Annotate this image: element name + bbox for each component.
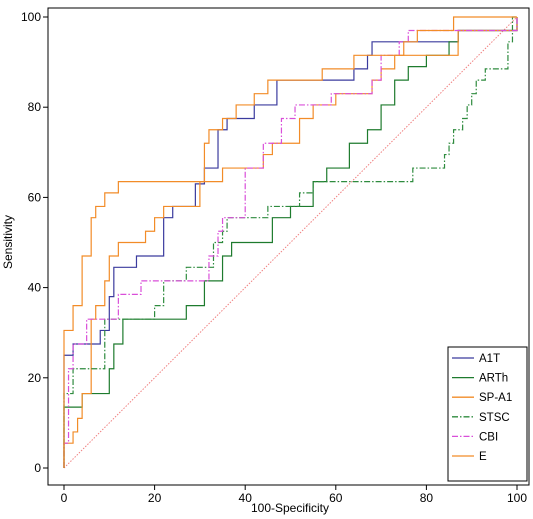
x-tick-label: 60 (329, 491, 343, 505)
y-axis-title: Sensitivity (1, 215, 15, 269)
series-line-e (63, 16, 517, 468)
series-line-stsc (63, 16, 517, 468)
x-axis-title: 100-Specificity (251, 501, 329, 515)
legend-box (447, 346, 528, 482)
y-tick-label: 40 (28, 281, 42, 295)
series-line-cbi (63, 17, 518, 468)
x-tick-label: 40 (239, 491, 253, 505)
series-line-arth (63, 17, 518, 468)
legend-label: STSC (479, 412, 510, 424)
x-tick-label: 80 (420, 491, 434, 505)
y-tick-label: 100 (21, 10, 41, 24)
plot-frame (47, 7, 530, 486)
y-tick-label: 60 (28, 190, 42, 204)
x-tick-label: 0 (61, 491, 68, 505)
legend-label: ARTh (479, 373, 508, 385)
legend-label: CBI (479, 431, 498, 443)
legend-label: SP-A1 (479, 392, 512, 404)
y-tick-label: 0 (34, 461, 41, 475)
legend-label: E (479, 451, 487, 463)
series-line-sp-a1 (63, 17, 518, 468)
x-tick-label: 20 (148, 491, 162, 505)
legend-label: A1T (479, 353, 500, 365)
y-tick-label: 20 (28, 371, 42, 385)
y-tick-label: 80 (28, 100, 42, 114)
x-tick-label: 100 (507, 491, 527, 505)
